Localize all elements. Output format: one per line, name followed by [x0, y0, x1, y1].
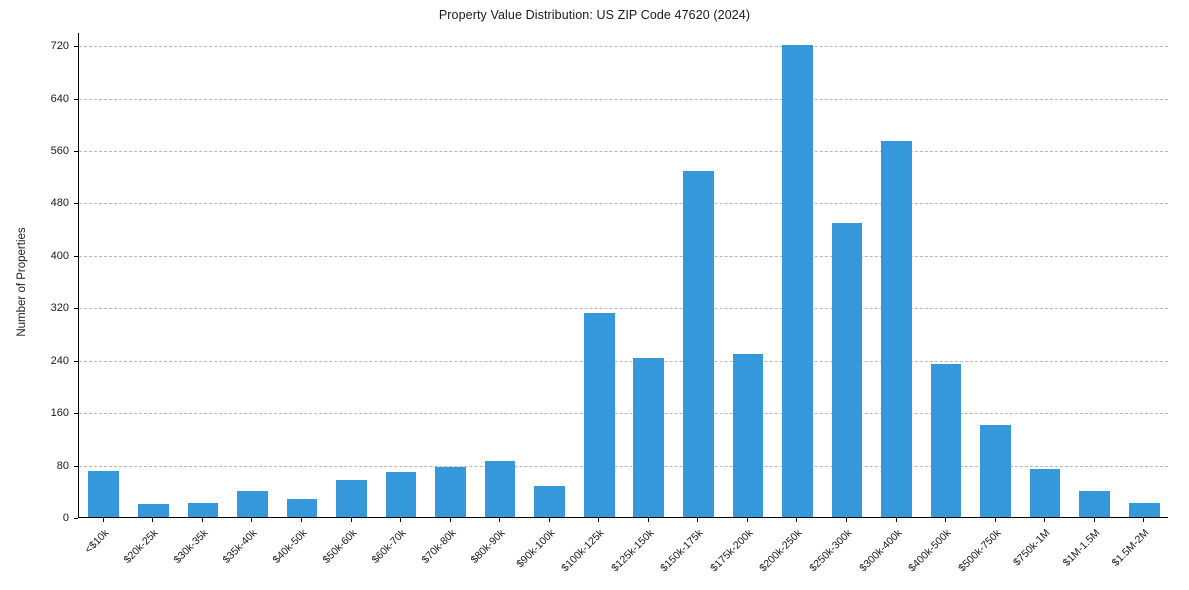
- plot-area: [78, 33, 1168, 518]
- chart-title: Property Value Distribution: US ZIP Code…: [438, 8, 751, 22]
- x-tick-mark: [350, 518, 352, 522]
- bar: [732, 354, 764, 517]
- y-tick-label: 160: [50, 407, 69, 420]
- y-tick-mark: [74, 413, 78, 415]
- bar: [187, 503, 219, 517]
- gridline: [79, 360, 1168, 362]
- y-tick-label: 480: [50, 197, 69, 210]
- bar: [682, 170, 714, 517]
- bar: [435, 466, 466, 517]
- bar: [1029, 468, 1061, 517]
- x-tick-mark: [548, 518, 550, 522]
- bar: [831, 223, 863, 517]
- bar: [1079, 491, 1111, 517]
- gridline: [79, 308, 1168, 310]
- bar: [583, 312, 615, 517]
- x-tick-mark: [598, 518, 600, 522]
- bar: [88, 471, 120, 517]
- gridline: [79, 150, 1168, 152]
- x-tick-mark: [697, 518, 699, 522]
- bar: [1128, 503, 1160, 517]
- bar: [336, 479, 367, 517]
- x-tick-mark: [845, 518, 847, 522]
- bar: [137, 503, 169, 517]
- gridline: [79, 98, 1168, 100]
- y-tick-mark: [74, 255, 78, 257]
- x-tick-mark: [499, 518, 501, 522]
- bar: [980, 424, 1011, 517]
- y-tick-label: 80: [56, 459, 69, 472]
- x-tick-mark: [400, 518, 402, 522]
- y-tick-label: 720: [50, 40, 69, 53]
- x-tick-mark: [1093, 518, 1095, 522]
- bar: [237, 491, 268, 517]
- bar: [881, 140, 912, 517]
- y-tick-mark: [74, 465, 78, 467]
- gridline: [79, 203, 1168, 205]
- x-tick-mark: [647, 518, 649, 522]
- bar: [286, 498, 318, 517]
- bar: [534, 486, 566, 517]
- bar: [385, 471, 417, 517]
- y-axis-title: Number of Properties: [16, 227, 28, 337]
- y-tick-mark: [74, 308, 78, 310]
- y-tick-mark: [74, 203, 78, 205]
- y-tick-mark: [74, 360, 78, 362]
- y-tick-label: 320: [50, 302, 69, 315]
- y-tick-label: 560: [50, 144, 69, 157]
- bar: [782, 45, 813, 517]
- x-tick-mark: [945, 518, 947, 522]
- x-tick-mark: [102, 518, 104, 522]
- x-tick-mark: [300, 518, 302, 522]
- gridline: [79, 413, 1168, 415]
- x-tick-mark: [201, 518, 203, 522]
- y-tick-label: 640: [50, 92, 69, 105]
- gridline: [79, 46, 1168, 48]
- x-tick-mark: [796, 518, 798, 522]
- gridline: [79, 255, 1168, 257]
- bar-series: [79, 33, 1168, 517]
- y-tick-label: 240: [50, 354, 69, 367]
- x-tick-mark: [994, 518, 996, 522]
- y-tick-mark: [74, 98, 78, 100]
- x-tick-mark: [746, 518, 748, 522]
- x-tick-mark: [449, 518, 451, 522]
- bar: [633, 357, 665, 517]
- y-tick-mark: [74, 518, 78, 519]
- y-tick-mark: [74, 46, 78, 48]
- x-axis: <$10k $20k-25k $30k-35k $35k-40k $40k-50k $50…: [78, 518, 1168, 590]
- y-tick-mark: [74, 150, 78, 152]
- x-tick-mark: [895, 518, 897, 522]
- bar: [484, 460, 516, 517]
- x-tick-label: <$10k: [82, 527, 112, 556]
- gridline: [79, 465, 1168, 467]
- x-tick-mark: [152, 518, 154, 522]
- y-tick-label: 0: [62, 512, 69, 524]
- y-tick-label: 400: [50, 249, 69, 262]
- x-tick-mark: [251, 518, 253, 522]
- x-tick-mark: [1044, 518, 1046, 522]
- gridlines: [79, 33, 1168, 517]
- bar: [930, 363, 962, 517]
- y-axis: Number of Properties 0 80 160 240 320 400 480 5…: [0, 33, 78, 524]
- x-tick-mark: [1143, 518, 1145, 522]
